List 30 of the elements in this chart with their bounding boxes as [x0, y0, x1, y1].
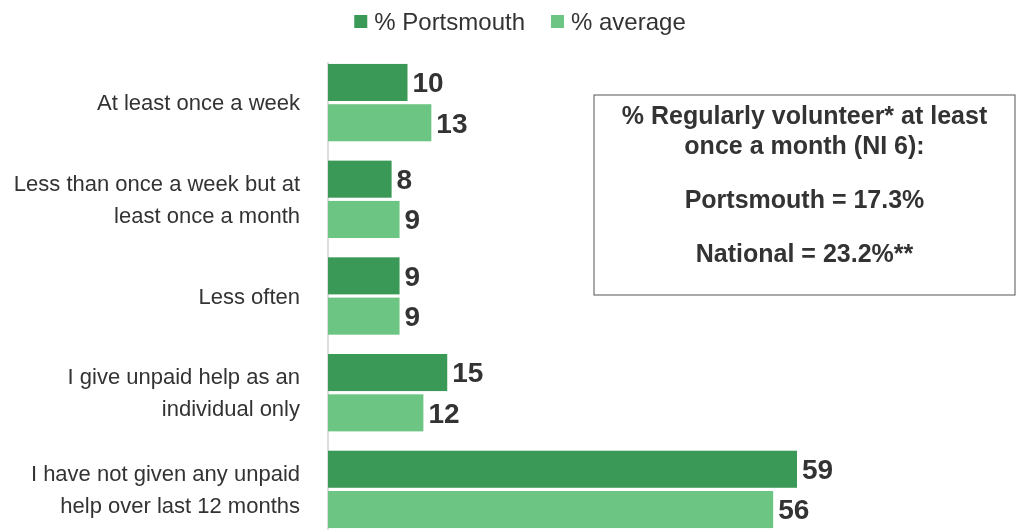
annotation: National = 23.2%**: [695, 239, 914, 267]
bar: [328, 200, 400, 238]
data-label: 56: [778, 494, 810, 526]
bar: [328, 394, 424, 432]
legend-label: % Portsmouth: [374, 8, 525, 36]
annotation: % Regularly volunteer* at least once a month (NI 6):: [621, 101, 988, 159]
data-label: 8: [396, 163, 413, 195]
bar: [328, 104, 432, 142]
bar: [328, 63, 408, 101]
data-label: 9: [404, 300, 421, 332]
bar: [328, 354, 448, 392]
data-label: 10: [412, 67, 444, 99]
data-label: 9: [404, 204, 421, 236]
y-tick-label: Less than once a week but at least once a month: [13, 171, 300, 229]
y-tick-label: I have not given any unpaid help over last 12 months: [30, 461, 300, 519]
bar: [328, 257, 400, 295]
bar: [328, 450, 797, 488]
bar: [328, 160, 392, 198]
bar: [328, 491, 774, 529]
data-label: 15: [452, 357, 484, 389]
data-label: 13: [436, 107, 468, 139]
y-tick-label: I give unpaid help as an individual only: [67, 364, 300, 422]
data-label: 12: [428, 397, 460, 429]
data-label: 9: [404, 260, 421, 292]
data-label: 59: [802, 454, 834, 486]
legend-label: % average: [570, 8, 686, 36]
bar: [328, 297, 400, 335]
y-tick-label: Less often: [198, 283, 300, 309]
y-tick-label: At least once a week: [96, 90, 301, 116]
annotation: Portsmouth = 17.3%: [684, 185, 925, 213]
